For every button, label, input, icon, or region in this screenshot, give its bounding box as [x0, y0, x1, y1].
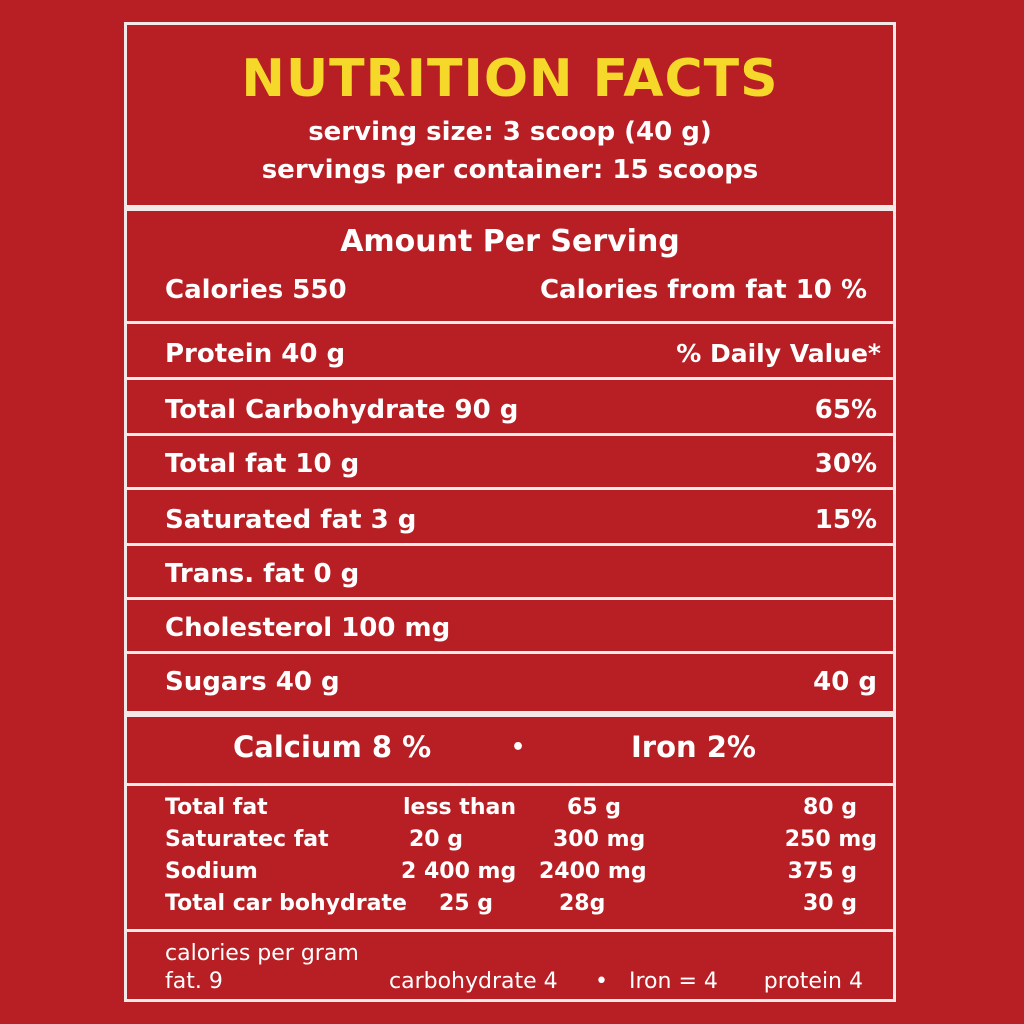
bullet-separator: • — [595, 969, 608, 994]
table-cell: 300 mg — [553, 827, 646, 852]
calories: Calories 550 — [165, 275, 347, 305]
table-cell: 375 g — [787, 859, 857, 884]
divider — [127, 377, 893, 380]
nutrient-label: Total Carbohydrate 90 g — [165, 395, 519, 425]
nutrient-label: Sugars 40 g — [165, 667, 340, 697]
nutrient-label: Trans. fat 0 g — [165, 559, 360, 589]
divider — [127, 205, 893, 211]
table-cell: 80 g — [802, 795, 857, 820]
table-cell: 2 400 mg — [401, 859, 517, 884]
iron: Iron 2% — [631, 730, 756, 764]
nutrient-value: 40 g — [813, 667, 877, 697]
table-cell: 30 g — [802, 891, 857, 916]
protein-per-gram: protein 4 — [763, 969, 863, 994]
table-cell: Total fat — [165, 795, 268, 820]
divider — [127, 543, 893, 546]
divider — [127, 597, 893, 600]
divider — [127, 929, 893, 932]
table-cell: Saturatec fat — [165, 827, 329, 852]
table-cell: 25 g — [439, 891, 494, 916]
carbohydrate-per-gram: carbohydrate 4 — [389, 969, 558, 994]
calcium: Calcium 8 % — [233, 730, 432, 764]
divider — [127, 433, 893, 436]
serving-size: serving size: 3 scoop (40 g) — [308, 117, 712, 147]
amount-per-serving-heading: Amount Per Serving — [340, 224, 680, 259]
divider — [127, 321, 893, 324]
calories-per-gram-heading: calories per gram — [165, 941, 359, 966]
nutrient-value: 65% — [814, 395, 877, 425]
divider — [127, 487, 893, 490]
calories-from-fat: Calories from fat 10 % — [539, 275, 867, 305]
fat-per-gram: fat. 9 — [165, 969, 223, 994]
divider — [127, 651, 893, 654]
nutrient-label: Saturated fat 3 g — [165, 505, 417, 535]
nutrient-label: Protein 40 g — [165, 339, 346, 369]
divider — [127, 783, 893, 786]
daily-value-header: % Daily Value* — [676, 339, 881, 368]
nutrient-label: Total fat 10 g — [165, 449, 360, 479]
title: NUTRITION FACTS — [241, 49, 779, 109]
iron-per-gram: Iron = 4 — [629, 969, 718, 994]
nutrient-value: 30% — [814, 449, 877, 479]
bullet-separator: • — [511, 735, 526, 760]
table-cell: 2400 mg — [539, 859, 647, 884]
divider — [127, 711, 893, 717]
table-cell: 250 mg — [784, 827, 877, 852]
nutrient-value: 15% — [814, 505, 877, 535]
table-cell: 65 g — [567, 795, 622, 820]
nutrition-facts-panel: NUTRITION FACTS serving size: 3 scoop (4… — [124, 22, 896, 1002]
table-cell: 20 g — [409, 827, 464, 852]
servings-per-container: servings per container: 15 scoops — [261, 155, 759, 185]
table-cell: Total car bohydrate — [165, 891, 407, 916]
table-cell: 28g — [559, 891, 606, 916]
nutrient-label: Cholesterol 100 mg — [165, 613, 451, 643]
table-cell: less than — [403, 795, 516, 820]
table-cell: Sodium — [165, 859, 258, 884]
